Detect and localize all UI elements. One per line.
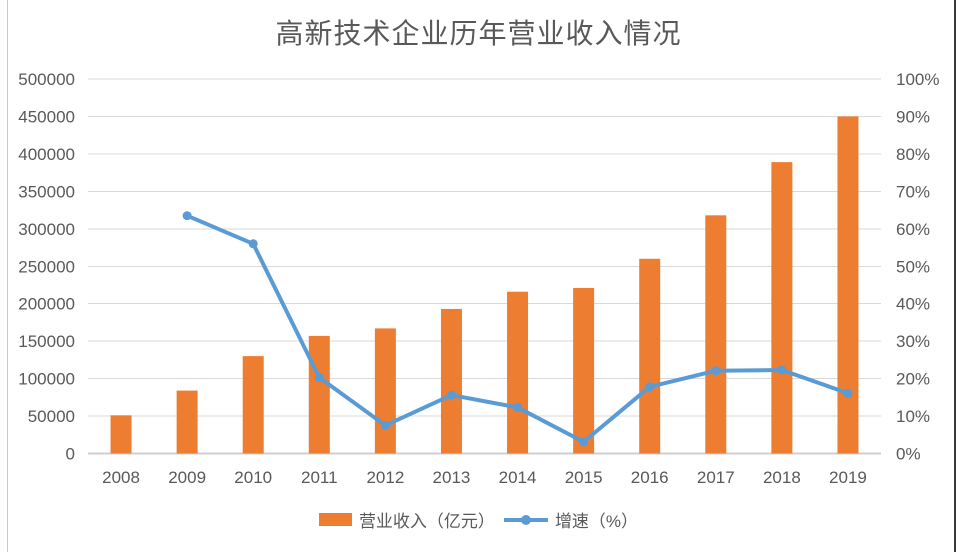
growth-line-marker [513, 402, 523, 412]
left-axis-tick-label: 400000 [18, 145, 75, 164]
line-swatch-marker-icon [520, 514, 531, 525]
growth-line-marker [711, 366, 721, 376]
right-axis-tick-label: 60% [896, 220, 930, 239]
growth-line-marker [314, 372, 324, 382]
right-axis-tick-label: 30% [896, 332, 930, 351]
left-axis-tick-label: 300000 [18, 220, 75, 239]
growth-line-marker [777, 365, 787, 375]
growth-line-marker [446, 390, 456, 400]
left-axis-tick-label: 150000 [18, 332, 75, 351]
legend-item-growth: 增速（%） [503, 507, 639, 532]
bar-2013 [440, 308, 462, 454]
bar-2017 [705, 215, 727, 454]
bar-2014 [507, 291, 529, 454]
right-border-line [954, 0, 956, 552]
x-axis-label-2019: 2019 [829, 468, 867, 487]
bar-2019 [837, 116, 859, 454]
x-axis-label-2018: 2018 [763, 468, 801, 487]
right-axis-tick-label: 50% [896, 257, 930, 276]
left-axis-tick-label: 50000 [28, 407, 75, 426]
right-axis-tick-label: 100% [896, 70, 939, 89]
legend-item-revenue: 营业收入（亿元） [318, 507, 495, 532]
bar-2012 [374, 328, 396, 454]
x-axis-label-2012: 2012 [366, 468, 404, 487]
left-axis-tick-label: 500000 [18, 70, 75, 89]
legend-label-growth: 增速（%） [554, 512, 639, 531]
legend-label-revenue: 营业收入（亿元） [358, 512, 495, 531]
right-axis-tick-label: 20% [896, 370, 930, 389]
bar-2009 [176, 390, 198, 454]
line-series-swatch-icon [503, 513, 548, 527]
x-axis-label-2013: 2013 [433, 468, 471, 487]
growth-line-marker [843, 388, 853, 398]
bar-2010 [242, 356, 264, 454]
left-border-line [7, 0, 8, 552]
left-axis-tick-label: 450000 [18, 107, 75, 126]
right-axis-tick-label: 70% [896, 182, 930, 201]
x-axis-label-2008: 2008 [102, 468, 140, 487]
right-axis-tick-label: 40% [896, 295, 930, 314]
right-axis-tick-label: 80% [896, 145, 930, 164]
bar-2018 [771, 162, 793, 454]
x-axis-label-2016: 2016 [631, 468, 669, 487]
left-axis-tick-label: 200000 [18, 295, 75, 314]
left-axis-tick-label: 250000 [18, 257, 75, 276]
x-axis-label-2014: 2014 [499, 468, 537, 487]
bar-2016 [639, 258, 661, 454]
growth-line-marker [645, 382, 655, 392]
right-axis-tick-label: 10% [896, 407, 930, 426]
right-axis-tick-label: 90% [896, 107, 930, 126]
bar-2011 [308, 335, 330, 454]
growth-line-marker [579, 437, 589, 447]
x-axis-label-2015: 2015 [565, 468, 603, 487]
left-axis-tick-label: 0 [66, 445, 75, 464]
x-axis-label-2017: 2017 [697, 468, 735, 487]
x-axis-label-2009: 2009 [168, 468, 206, 487]
x-axis-label-2011: 2011 [301, 468, 338, 487]
x-axis-label-2010: 2010 [234, 468, 272, 487]
growth-line-marker [380, 420, 390, 430]
left-axis-tick-label: 100000 [18, 370, 75, 389]
bar-series-swatch-icon [318, 513, 352, 526]
growth-line-marker [248, 239, 258, 249]
growth-line-marker [182, 211, 192, 221]
bar-2008 [110, 415, 132, 454]
chart-title: 高新技术企业历年营业收入情况 [275, 19, 682, 50]
right-axis-tick-label: 0% [896, 445, 921, 464]
chart-legend: 营业收入（亿元） 增速（%） [0, 507, 957, 532]
bar-2015 [573, 287, 595, 454]
left-axis-tick-label: 350000 [18, 182, 75, 201]
